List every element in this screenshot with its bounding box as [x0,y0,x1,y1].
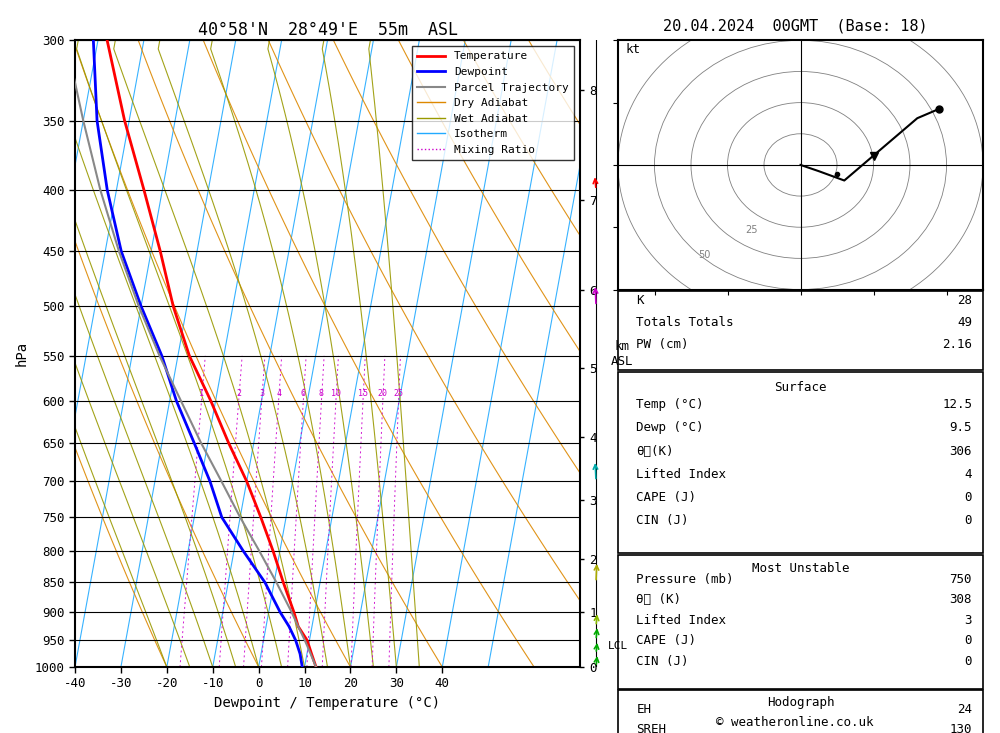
Text: 50: 50 [698,251,711,260]
Title: 40°58'N  28°49'E  55m  ASL: 40°58'N 28°49'E 55m ASL [198,21,458,39]
Legend: Temperature, Dewpoint, Parcel Trajectory, Dry Adiabat, Wet Adiabat, Isotherm, Mi: Temperature, Dewpoint, Parcel Trajectory… [412,46,574,161]
Text: 25: 25 [394,389,404,398]
Text: Dewp (°C): Dewp (°C) [636,421,704,434]
Text: Most Unstable: Most Unstable [752,561,849,575]
Text: 15: 15 [358,389,368,398]
Text: 12.5: 12.5 [942,398,972,411]
Text: 4: 4 [965,468,972,481]
X-axis label: Dewpoint / Temperature (°C): Dewpoint / Temperature (°C) [214,696,441,710]
Text: Hodograph: Hodograph [767,696,834,709]
Text: 0: 0 [965,635,972,647]
Text: SREH: SREH [636,723,666,733]
Y-axis label: hPa: hPa [15,341,29,366]
Text: Lifted Index: Lifted Index [636,468,726,481]
Text: 4: 4 [276,389,281,398]
Text: CIN (J): CIN (J) [636,655,689,668]
Text: 9.5: 9.5 [950,421,972,434]
Text: 1: 1 [199,389,204,398]
Text: CIN (J): CIN (J) [636,515,689,528]
Text: 24: 24 [957,703,972,716]
Text: LCL: LCL [608,641,628,651]
Text: 2: 2 [236,389,241,398]
Text: Temp (°C): Temp (°C) [636,398,704,411]
Text: Lifted Index: Lifted Index [636,614,726,627]
Text: θᴇ(K): θᴇ(K) [636,444,674,457]
Text: 2.16: 2.16 [942,338,972,351]
Text: Totals Totals: Totals Totals [636,316,734,329]
Text: 25: 25 [746,226,758,235]
Text: kt: kt [625,43,640,56]
Y-axis label: km
ASL: km ASL [610,339,633,368]
Text: 0: 0 [965,491,972,504]
Text: K: K [636,294,644,307]
Text: 10: 10 [331,389,341,398]
Text: 20.04.2024  00GMT  (Base: 18): 20.04.2024 00GMT (Base: 18) [663,18,927,33]
Text: Pressure (mb): Pressure (mb) [636,572,734,586]
Text: EH: EH [636,703,651,716]
Text: 28: 28 [957,294,972,307]
Text: CAPE (J): CAPE (J) [636,491,696,504]
Text: Surface: Surface [774,380,827,394]
Text: 20: 20 [378,389,388,398]
Text: 49: 49 [957,316,972,329]
Text: 750: 750 [950,572,972,586]
Text: 130: 130 [950,723,972,733]
Text: PW (cm): PW (cm) [636,338,689,351]
Text: θᴇ (K): θᴇ (K) [636,593,681,606]
Text: 0: 0 [965,655,972,668]
Text: 3: 3 [259,389,264,398]
Text: CAPE (J): CAPE (J) [636,635,696,647]
Text: 8: 8 [319,389,324,398]
Text: © weatheronline.co.uk: © weatheronline.co.uk [716,716,874,729]
Text: 3: 3 [965,614,972,627]
Text: 308: 308 [950,593,972,606]
Text: 306: 306 [950,444,972,457]
Text: 0: 0 [965,515,972,528]
Text: 6: 6 [301,389,306,398]
